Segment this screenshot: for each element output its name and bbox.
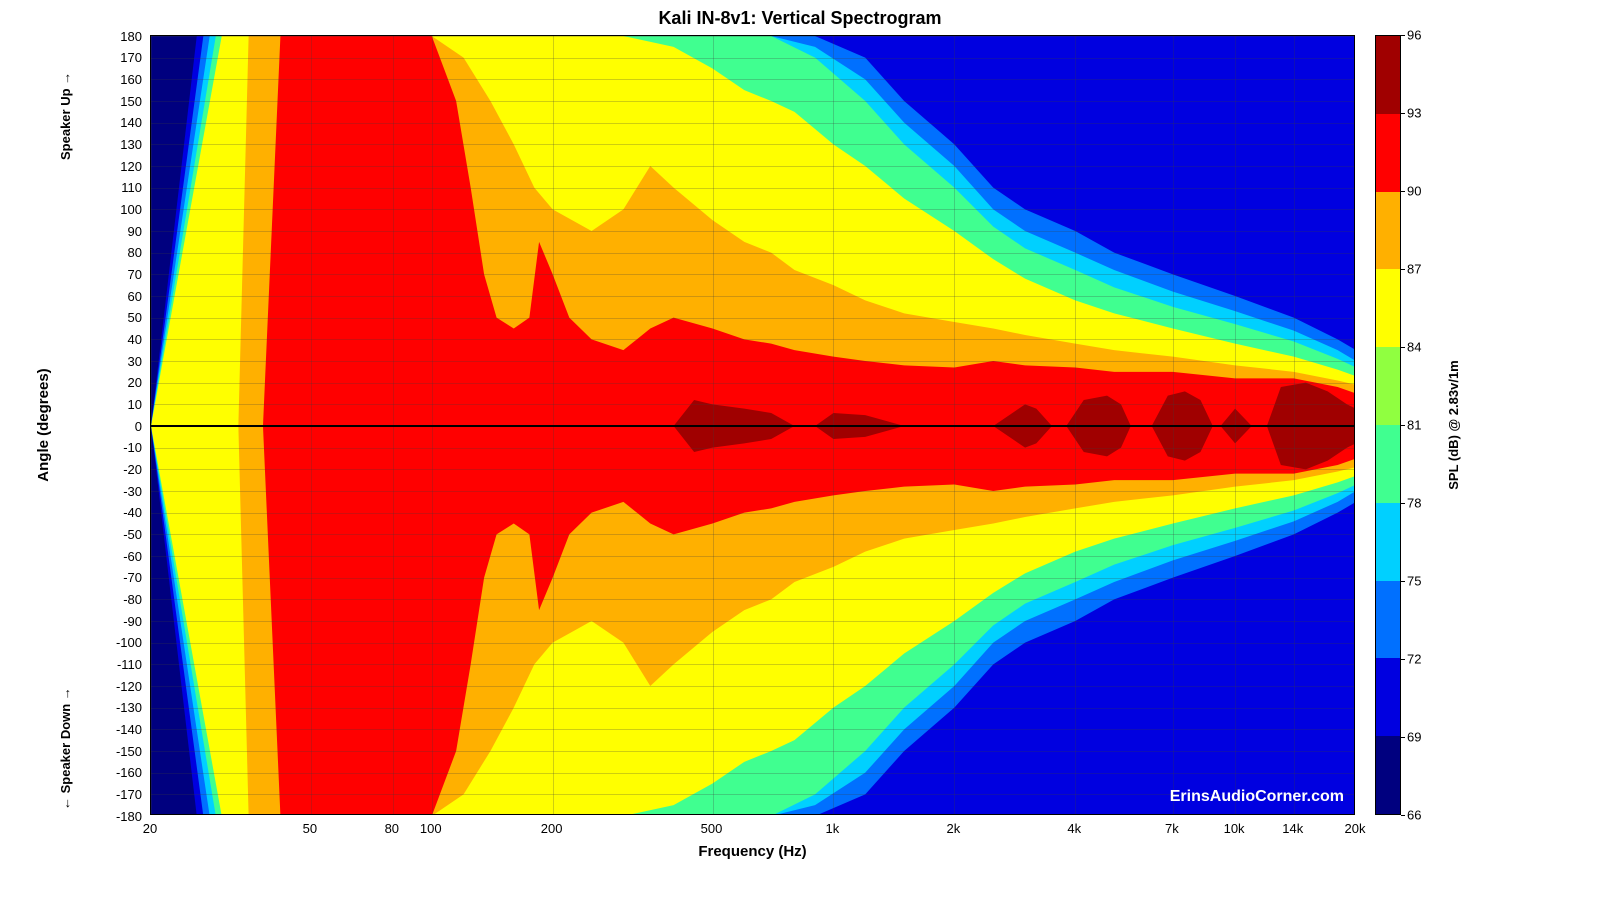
x-tick-label: 4k — [1067, 821, 1081, 836]
x-tick-label: 14k — [1282, 821, 1303, 836]
x-tick-label: 200 — [541, 821, 563, 836]
colorbar-tick-label: 81 — [1407, 418, 1421, 433]
x-tick-label: 1k — [826, 821, 840, 836]
x-tick-label: 20 — [143, 821, 157, 836]
x-tick-label: 2k — [946, 821, 960, 836]
colorbar-tick-label: 75 — [1407, 574, 1421, 589]
colorbar-segment — [1376, 736, 1400, 814]
colorbar-tick-label: 66 — [1407, 808, 1421, 823]
colorbar-segment — [1376, 658, 1400, 736]
colorbar-tick-label: 90 — [1407, 184, 1421, 199]
colorbar-tick-label: 69 — [1407, 730, 1421, 745]
colorbar-tick-label: 72 — [1407, 652, 1421, 667]
colorbar-segment — [1376, 114, 1400, 192]
colorbar-segment — [1376, 347, 1400, 425]
colorbar-label: SPL (dB) @ 2.83v/1m — [1446, 335, 1461, 515]
colorbar-segment — [1376, 36, 1400, 114]
x-tick-label: 20k — [1345, 821, 1366, 836]
colorbar-segment — [1376, 425, 1400, 503]
heatmap-plot-area: ErinsAudioCorner.com — [150, 35, 1355, 815]
x-tick-label: 50 — [303, 821, 317, 836]
x-tick-label: 500 — [701, 821, 723, 836]
x-tick-label: 7k — [1165, 821, 1179, 836]
x-axis-label: Frequency (Hz) — [150, 843, 1355, 860]
colorbar-segment — [1376, 503, 1400, 581]
figure-root: { "title": "Kali IN-8v1: Vertical Spectr… — [0, 0, 1600, 900]
y-axis-label: Angle (degrees) — [35, 355, 52, 495]
zero-degree-reference-line — [151, 425, 1354, 427]
x-tick-label: 10k — [1224, 821, 1245, 836]
colorbar-tick-label: 78 — [1407, 496, 1421, 511]
colorbar — [1375, 35, 1401, 815]
colorbar-segment — [1376, 269, 1400, 347]
chart-title: Kali IN-8v1: Vertical Spectrogram — [0, 8, 1600, 29]
watermark-text: ErinsAudioCorner.com — [1170, 788, 1344, 806]
colorbar-tick-label: 87 — [1407, 262, 1421, 277]
colorbar-tick-label: 84 — [1407, 340, 1421, 355]
colorbar-segment — [1376, 192, 1400, 270]
colorbar-segment — [1376, 581, 1400, 659]
x-tick-label: 80 — [385, 821, 399, 836]
x-tick-label: 100 — [420, 821, 442, 836]
colorbar-tick-label: 93 — [1407, 106, 1421, 121]
speaker-down-annotation: ← Speaker Down → — [58, 687, 73, 810]
speaker-up-annotation: Speaker Up → — [58, 72, 73, 160]
colorbar-tick-label: 96 — [1407, 28, 1421, 43]
